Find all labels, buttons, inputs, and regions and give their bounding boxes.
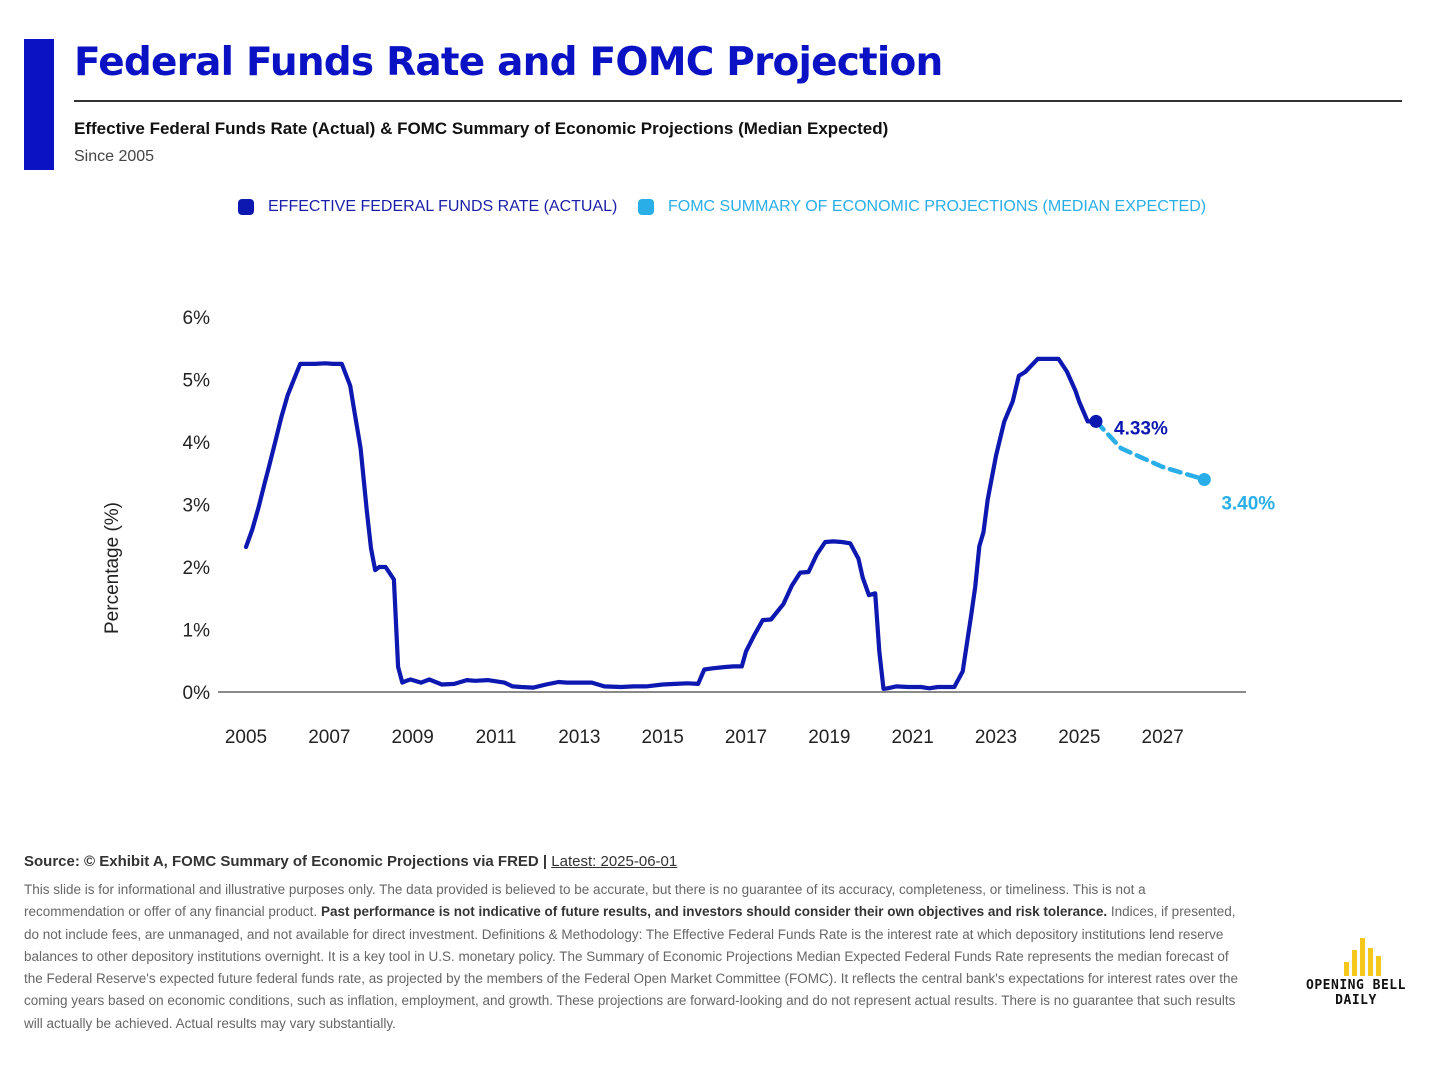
legend-swatch-actual (238, 199, 254, 215)
y-tick-label: 3% (183, 496, 211, 517)
y-tick-label: 1% (183, 621, 211, 642)
y-tick-label: 4% (183, 433, 211, 454)
y-axis: 0% 1% 2% 3% 4% 5% 6% (183, 308, 211, 704)
x-tick-label: 2023 (975, 727, 1017, 748)
legend-swatch-projection (638, 199, 654, 215)
legend-item-actual: EFFECTIVE FEDERAL FUNDS RATE (ACTUAL) (238, 198, 617, 216)
x-tick-label: 2005 (225, 727, 267, 748)
x-tick-label: 2011 (476, 727, 517, 748)
end-label-actual: 4.33% (1114, 418, 1168, 439)
y-tick-label: 0% (183, 683, 211, 704)
series-line-projection (1093, 419, 1207, 482)
x-tick-label: 2009 (392, 727, 434, 748)
series-layer: 4.33% 3.40% (243, 356, 1275, 691)
x-tick-label: 2017 (725, 727, 767, 748)
disclaimer-part-2: Indices, if presented, do not include fe… (24, 904, 1238, 1031)
end-point-projection (1197, 473, 1211, 486)
logo-text: OPENING BELL DAILY (1286, 978, 1426, 1008)
x-tick-label: 2007 (308, 727, 350, 748)
x-tick-label: 2021 (892, 727, 934, 748)
x-tick-label: 2025 (1058, 727, 1100, 748)
x-tick-label: 2027 (1142, 727, 1184, 748)
legend-item-projection: FOMC SUMMARY OF ECONOMIC PROJECTIONS (ME… (638, 198, 1206, 216)
legend-label-actual: EFFECTIVE FEDERAL FUNDS RATE (ACTUAL) (268, 198, 618, 215)
line-chart: 0%1%2%3%4%5%6% Percentage (%) 2005 2007 20… (102, 308, 1275, 748)
since-label: Since 2005 (74, 148, 155, 165)
page-title: Federal Funds Rate and FOMC Projection (74, 40, 943, 85)
latest-date-link[interactable]: Latest: 2025-06-01 (551, 853, 678, 870)
legend-label-projection: FOMC SUMMARY OF ECONOMIC PROJECTIONS (ME… (668, 198, 1207, 215)
disclaimer: This slide is for informational and illu… (24, 879, 1244, 1035)
x-tick-label: 2019 (808, 727, 850, 748)
chart-subtitle: Effective Federal Funds Rate (Actual) & … (74, 119, 889, 138)
disclaimer-part-1: This slide is for informational and illu… (24, 882, 1146, 920)
source-text: Source: © Exhibit A, FOMC Summary of Eco… (24, 853, 548, 870)
accent-bar (24, 39, 54, 170)
y-tick-label: 5% (183, 371, 211, 392)
source-line: Source: © Exhibit A, FOMC Summary of Eco… (24, 853, 677, 870)
title-divider (74, 100, 1402, 102)
x-tick-label: 2013 (558, 727, 600, 748)
logo-line-1: OPENING BELL (1306, 978, 1406, 993)
bar-chart-icon (1344, 938, 1381, 976)
series-line-actual (243, 356, 1099, 691)
y-tick-label: 6% (183, 308, 211, 329)
y-axis-title: Percentage (%) (102, 502, 123, 634)
opening-bell-daily-logo: OPENING BELL DAILY (1286, 936, 1426, 1016)
end-label-projection: 3.40% (1221, 494, 1275, 515)
x-tick-label: 2015 (642, 727, 684, 748)
end-point-actual (1089, 414, 1103, 428)
logo-line-2: DAILY (1335, 993, 1377, 1008)
disclaimer-bold: Past performance is not indicative of fu… (320, 904, 1108, 920)
y-tick-label: 2% (183, 558, 211, 579)
chart-legend: EFFECTIVE FEDERAL FUNDS RATE (ACTUAL) FO… (0, 198, 1440, 220)
x-axis: 2005 2007 2009 2011 2013 2015 2017 2019 2021 2023… (225, 727, 1184, 748)
